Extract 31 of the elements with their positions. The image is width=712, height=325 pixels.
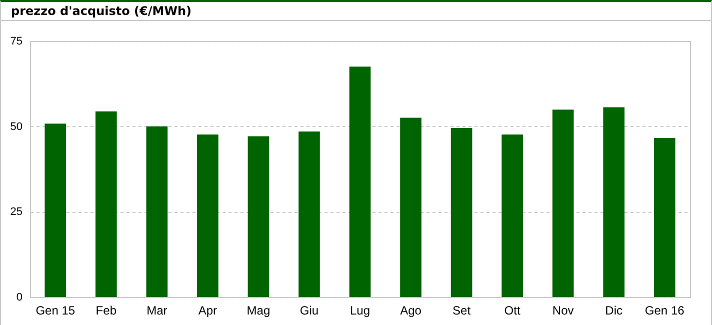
bar [502, 134, 523, 297]
x-tick-label: Ott [504, 304, 521, 318]
bar [95, 111, 117, 297]
bar [248, 136, 270, 297]
x-tick-label: Set [452, 304, 472, 318]
x-tick-label: Dic [605, 304, 623, 318]
y-tick-label: 25 [10, 206, 22, 218]
x-tick-label: Feb [96, 304, 117, 318]
y-tick-label: 75 [10, 36, 22, 48]
x-tick-label: Mar [146, 304, 168, 318]
x-tick-label: Gen 15 [36, 304, 76, 318]
x-tick-label: Gen 16 [644, 304, 685, 318]
x-tick-label: Mag [246, 304, 270, 318]
y-tick-label: 0 [16, 292, 22, 304]
bar [197, 134, 218, 297]
bar [603, 107, 625, 297]
bar [298, 131, 320, 297]
y-tick-label: 50 [10, 120, 22, 133]
x-tick-label: Nov [552, 304, 574, 318]
x-tick-label: Ago [400, 304, 422, 318]
x-tick-label: Giu [300, 304, 319, 318]
bar [400, 118, 422, 297]
bar [450, 128, 472, 297]
x-tick-label: Apr [198, 304, 218, 318]
bar [349, 66, 371, 297]
bar [552, 110, 574, 297]
chart-title: prezzo d'acquisto (€/MWh) [1, 2, 711, 21]
x-tick-label: Lug [350, 304, 370, 318]
bar [654, 138, 676, 297]
bar [44, 124, 66, 297]
bar [146, 126, 168, 297]
